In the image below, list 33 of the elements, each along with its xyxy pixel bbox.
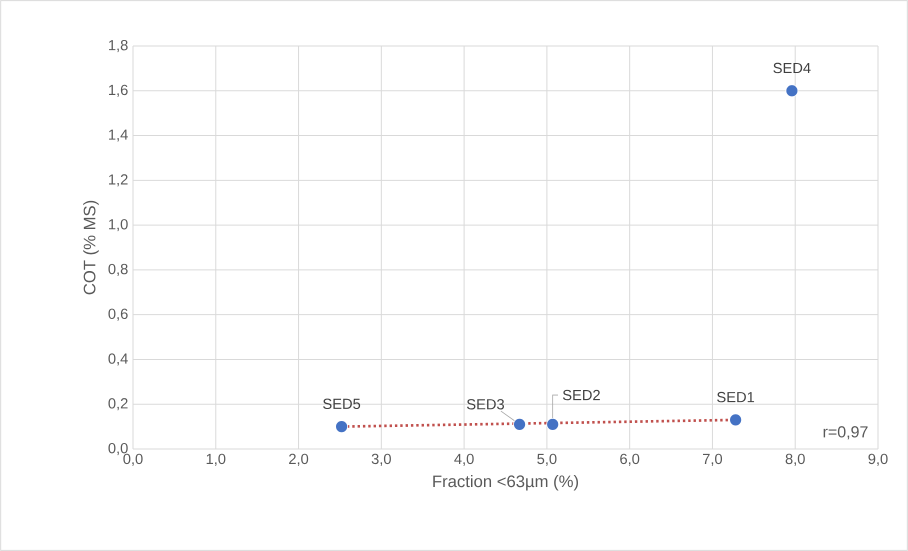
x-tick-label: 0,0 [123,454,143,466]
x-tick-label: 2,0 [289,454,308,466]
y-tick-label: 1,2 [109,174,128,186]
x-tick-label: 5,0 [537,454,556,466]
y-tick-label: 0,0 [108,442,128,456]
annotation: SED3 [466,399,504,410]
y-tick-label: 1,8 [109,40,128,52]
annotation: SED2 [562,390,600,400]
y-tick-label: 0,2 [108,398,128,410]
y-tick-label: 0,6 [108,308,128,321]
point [786,84,798,98]
x-tick-label: 8,0 [786,454,805,466]
annotation: r=0,97 [824,426,868,440]
point [729,413,742,426]
x-axis-title: Fraction <63µm (%) [433,474,578,491]
y-tick-label: 0,8 [108,264,128,276]
y-tick-label: 1,0 [109,219,128,232]
point [546,418,560,431]
x-tick-label: 9,0 [868,454,888,466]
point [335,420,348,434]
annotation: SED1 [717,392,754,402]
x-tick-label: 4,0 [454,454,474,466]
y-tick-label: 1,4 [109,130,128,142]
annotation: SED4 [773,62,811,74]
x-tick-label: 3,0 [372,454,391,466]
x-tick-label: 6,0 [620,454,640,466]
annotation: SED5 [323,398,360,410]
y-axis-title: COT (% MS) [83,200,99,294]
x-tick-label: 1,0 [206,454,226,466]
y-tick-label: 1,6 [109,84,128,97]
x-tick-label: 7,0 [702,454,722,466]
point [513,418,526,431]
y-tick-label: 0,4 [108,353,128,366]
